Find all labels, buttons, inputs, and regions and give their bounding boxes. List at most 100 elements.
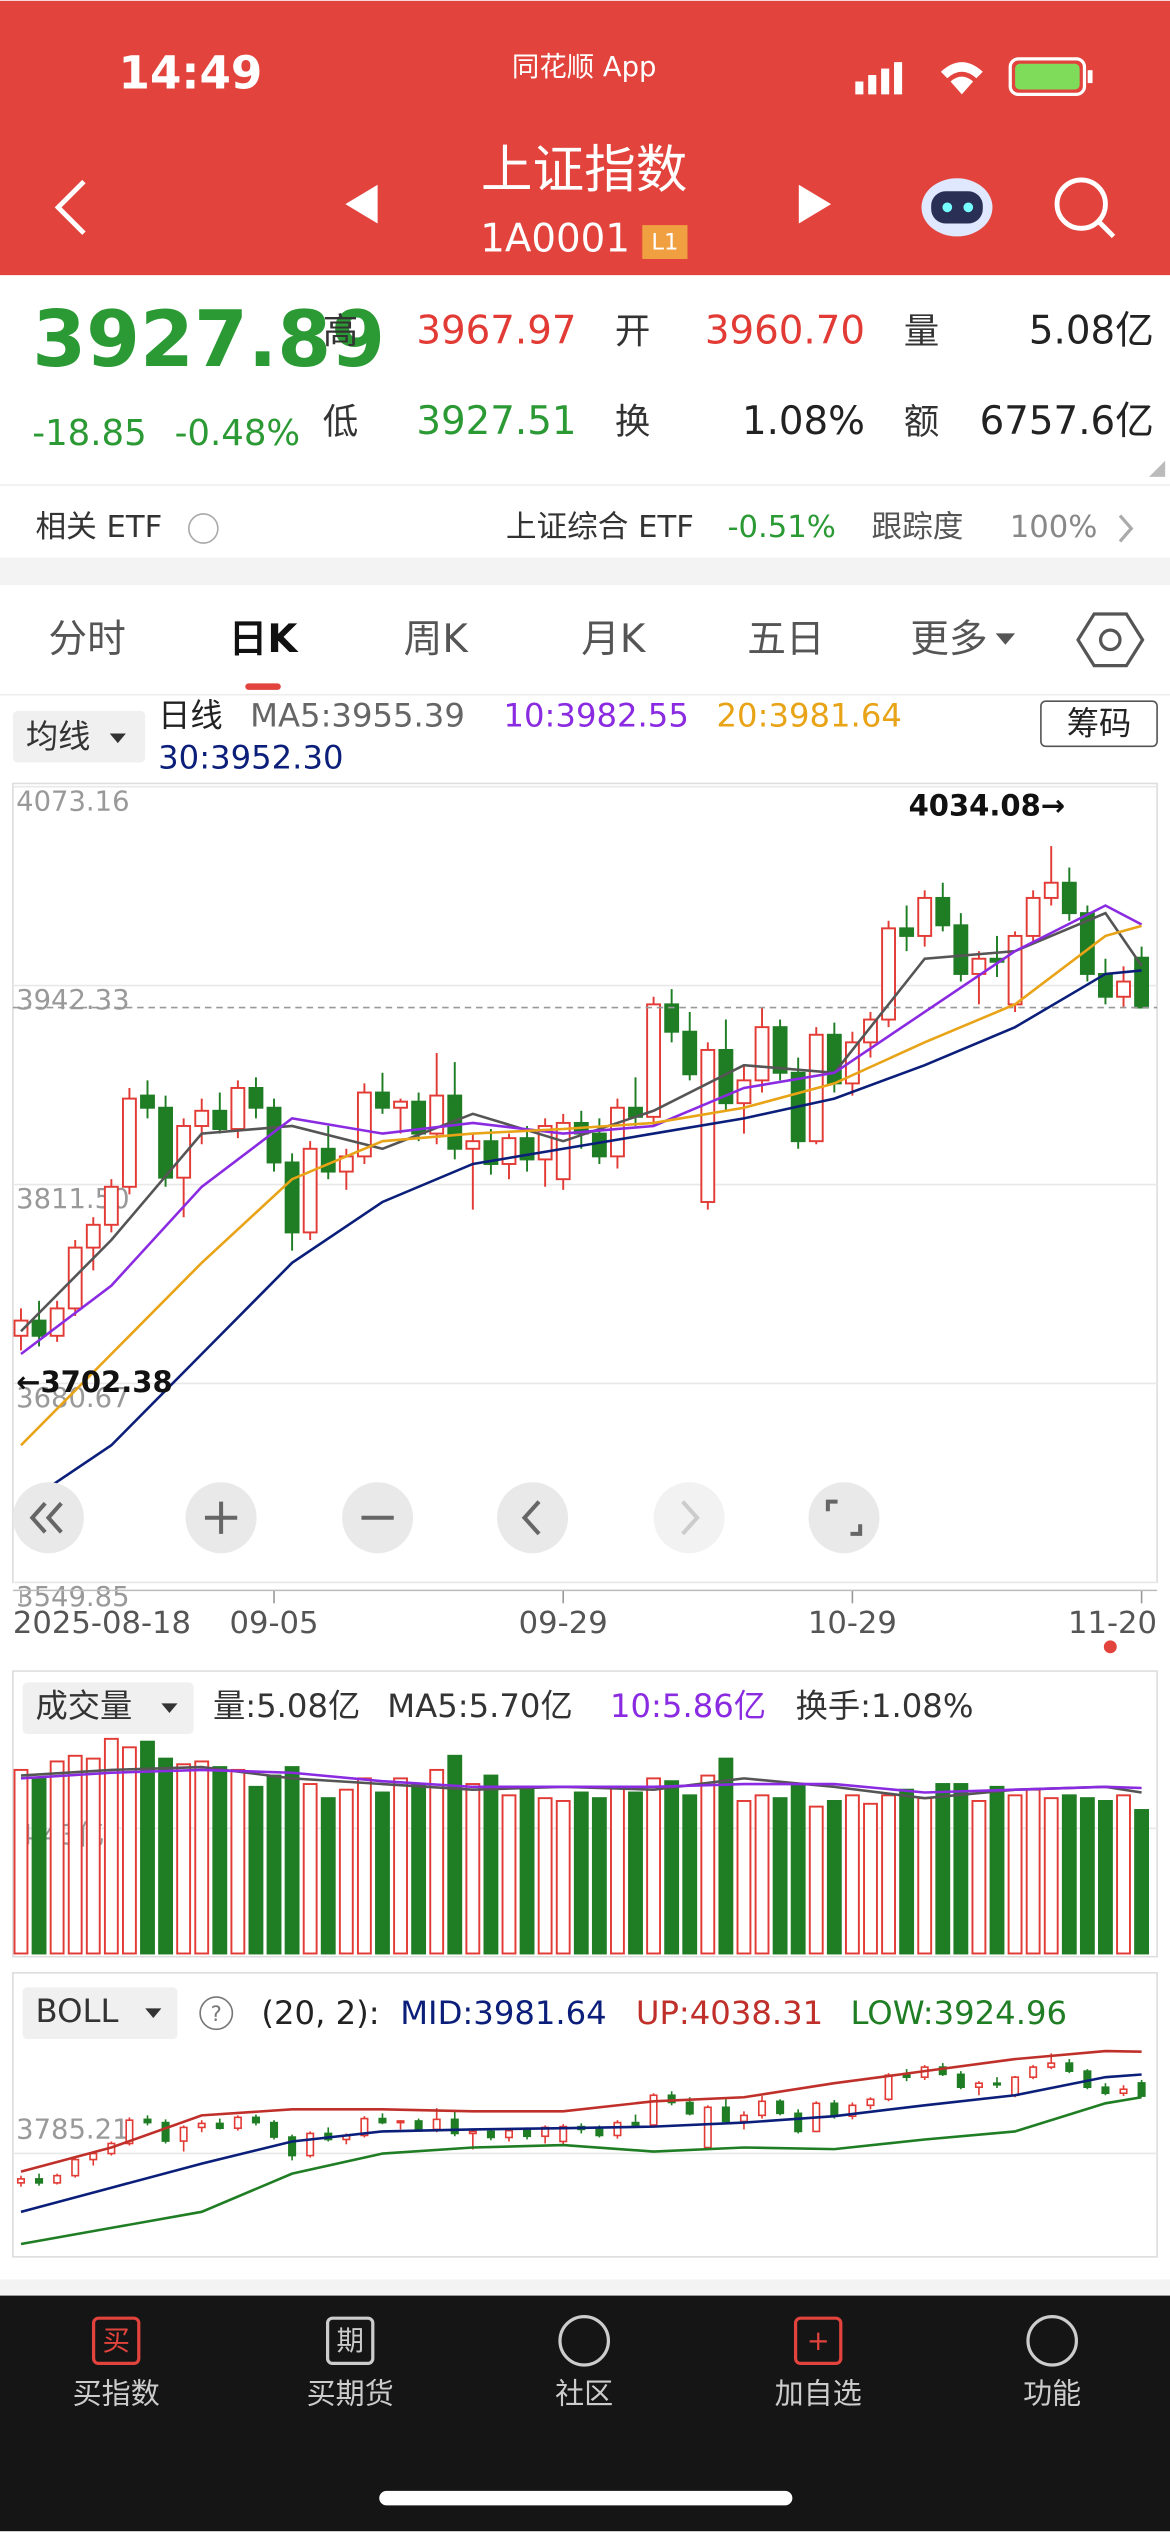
help-icon[interactable]: [188, 513, 219, 544]
nav-label[interactable]: 功能: [1023, 2377, 1081, 2411]
quote-value: 3960.70: [705, 309, 865, 354]
candle-body: [125, 2119, 134, 2145]
max-label: 4034.08→: [909, 789, 1066, 823]
chip-button-bg[interactable]: [1040, 700, 1158, 748]
nav-icon[interactable]: [793, 2316, 843, 2365]
boll-label: MID:3981.64: [400, 1994, 607, 2032]
next-button[interactable]: [798, 184, 832, 224]
status-icons: [855, 57, 1093, 96]
status-time: 14:49: [119, 47, 263, 100]
quote-label: 量: [904, 311, 940, 352]
candle-body: [396, 2120, 405, 2124]
dropdown: [109, 733, 126, 744]
volume-bar: [519, 1785, 535, 1955]
quote-label: 高: [323, 311, 359, 352]
dropdown: [161, 1703, 178, 1714]
volume-bar: [1079, 1797, 1095, 1955]
candle-body: [378, 2117, 387, 2124]
pan-left[interactable]: [497, 1482, 569, 1554]
help-icon[interactable]: [199, 1996, 234, 2031]
volume-bar: [31, 1777, 47, 1955]
volume-frame: [12, 1670, 1158, 1958]
volume-bar: [682, 1794, 698, 1955]
candle-body: [1011, 2076, 1020, 2097]
volume-bar: [338, 1788, 354, 1955]
volume-bar: [917, 1797, 933, 1955]
nav-label[interactable]: 加自选: [775, 2377, 862, 2411]
volume-bar: [700, 1774, 716, 1955]
candle-body: [667, 2094, 676, 2104]
nav-icon[interactable]: [325, 2316, 375, 2365]
nav-icon[interactable]: [91, 2316, 141, 2365]
volume-bar: [971, 1800, 987, 1955]
candle-body: [486, 2130, 495, 2139]
volume-bar: [140, 1740, 155, 1955]
candle-body: [776, 2100, 785, 2115]
volume-bar: [122, 1746, 137, 1955]
nav-icon[interactable]: [1026, 2314, 1079, 2367]
nav-icon[interactable]: [558, 2314, 611, 2367]
chevron[interactable]: [1118, 514, 1134, 543]
candle-body: [664, 1003, 680, 1033]
boll-label: LOW:3924.96: [850, 1994, 1067, 2032]
candle-body: [1119, 2088, 1128, 2095]
pan-right[interactable]: [653, 1482, 725, 1554]
nav-label[interactable]: 买期货: [307, 2377, 394, 2411]
volume-bar: [67, 1754, 83, 1955]
search-icon[interactable]: [1054, 177, 1116, 239]
candle-body: [902, 2074, 911, 2078]
dropdown: [145, 2008, 162, 2019]
candle-body: [140, 1094, 155, 1109]
quote-label: 额: [904, 402, 940, 443]
tab[interactable]: 周K: [404, 617, 470, 662]
volume-button[interactable]: 成交量: [36, 1687, 133, 1725]
boll-button[interactable]: BOLL: [36, 1992, 119, 2030]
volume-bar: [447, 1754, 463, 1955]
tab[interactable]: 更多: [910, 617, 987, 662]
etf-name[interactable]: 上证综合 ETF: [506, 510, 694, 545]
ma-label: 30:3952.30: [158, 738, 343, 776]
candle-body: [212, 1109, 228, 1130]
line: [20, 2073, 1142, 2214]
boll-button-bg[interactable]: [22, 1987, 178, 2040]
tab[interactable]: 五日: [747, 617, 824, 662]
nav-label[interactable]: 社区: [555, 2377, 613, 2411]
candle-body: [884, 2074, 893, 2101]
candle-body: [504, 2129, 514, 2139]
quote-value: 1.08%: [742, 399, 865, 444]
candle-body: [772, 1026, 788, 1074]
nav-label[interactable]: 买指数: [73, 2377, 160, 2411]
candle-body: [1137, 2082, 1146, 2097]
volume-label: 换手:1.08%: [796, 1687, 974, 1725]
volume-bar: [646, 1777, 662, 1955]
candle-body: [1025, 896, 1041, 937]
ma-button-bg[interactable]: [12, 710, 146, 763]
candle-body: [89, 2152, 98, 2161]
volume-bar: [772, 1797, 788, 1955]
candle-body: [215, 2122, 224, 2130]
ma-button[interactable]: 均线: [26, 717, 91, 755]
robot-icon[interactable]: [921, 178, 993, 237]
back-button[interactable]: [54, 179, 86, 235]
volume-bar: [718, 1757, 734, 1955]
volume-button-bg[interactable]: [22, 1682, 194, 1734]
candle-body: [826, 1033, 842, 1085]
candle-body: [1116, 980, 1131, 998]
tab[interactable]: 月K: [581, 617, 647, 662]
volume-bar: [881, 1794, 896, 1955]
prev-button[interactable]: [345, 184, 378, 224]
tab[interactable]: 分时: [48, 617, 125, 662]
change-pct: -0.48%: [175, 413, 301, 454]
candle-body: [194, 1109, 210, 1127]
candle-body: [881, 927, 896, 1021]
boll-params: (20, 2):: [261, 1994, 379, 2032]
fullscreen[interactable]: [808, 1482, 880, 1554]
settings-icon[interactable]: [1076, 612, 1145, 668]
candle-body: [935, 896, 951, 927]
tab[interactable]: 日K: [229, 617, 300, 662]
candle-body: [523, 2129, 532, 2138]
chip-button[interactable]: 筹码: [1067, 704, 1132, 742]
candle-body: [230, 1087, 246, 1130]
y-tick-label: 3549.85: [16, 1582, 129, 1613]
